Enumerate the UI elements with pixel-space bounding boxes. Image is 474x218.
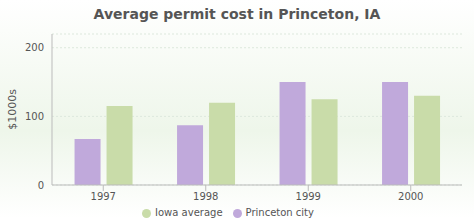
svg-text:1998: 1998 (193, 191, 218, 202)
html-text:Iowa average: Iowa average (155, 207, 223, 218)
svg-text:100: 100 (25, 111, 44, 122)
svg-text:0: 0 (38, 180, 44, 191)
svg-text:1999: 1999 (296, 191, 321, 202)
html-text:Average permit cost in Princet: Average permit cost in Princeton, IA (93, 6, 381, 22)
svg-text:2000: 2000 (398, 191, 423, 202)
svg-text:1997: 1997 (91, 191, 116, 202)
svg-text:$1000s: $1000s (8, 89, 19, 130)
svg-text:200: 200 (25, 42, 44, 53)
html-text:Princeton city: Princeton city (245, 207, 314, 218)
